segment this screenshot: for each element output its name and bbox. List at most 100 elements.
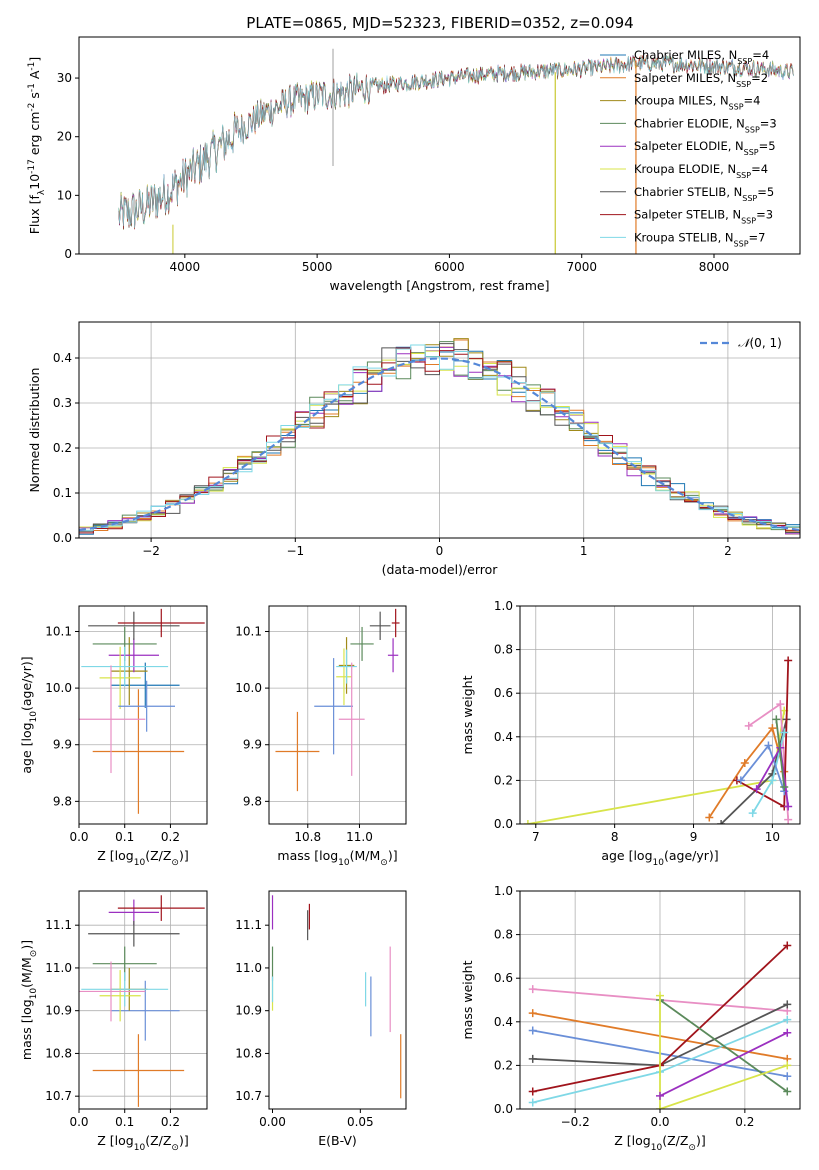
x-tick-label: 2	[724, 544, 732, 558]
x-tick-label: 5000	[302, 260, 333, 274]
errorbar-point	[275, 711, 320, 792]
axes-frame	[268, 890, 407, 1110]
y-axis-label: Normed distribution	[27, 368, 42, 493]
weight-marker	[740, 758, 749, 767]
y-tick-label: 0.0	[494, 817, 513, 831]
y-tick-label: 9.8	[53, 794, 72, 808]
y-tick-label: 11.1	[45, 918, 72, 932]
legend-label: Salpeter ELODIE, NSSP=5	[634, 139, 776, 157]
plot-area	[79, 608, 205, 814]
weight-marker	[748, 809, 757, 818]
plot-mass_vs_Z: 0.0 0.1 0.2 10.7 10.8 10.9 11.0 11.1 Z [log10(Z/…	[19, 890, 208, 1153]
legend-label: Chabrier MILES, NSSP=4	[634, 48, 769, 66]
legend-label: Kroupa MILES, NSSP=4	[634, 94, 760, 112]
y-tick-label: 11.1	[235, 918, 262, 932]
weight-marker	[784, 815, 793, 824]
weight-marker	[764, 741, 773, 750]
plot-spectrum: 4000 5000 6000 7000 8000 0 10 20 30 wavelength [A…	[27, 36, 801, 293]
axes-frame	[519, 605, 801, 825]
plot-mass_vs_ebv: 0.00 0.05 10.7 10.8 10.9 11.0 11.1 E(B-V)	[235, 890, 407, 1148]
y-tick-label: 10.0	[235, 681, 262, 695]
errorbar-point	[350, 626, 374, 661]
y-tick-label: 30	[57, 71, 72, 85]
y-tick-label: 0.2	[53, 441, 72, 455]
y-axis-label: Flux [fλ10-17 erg cm-2 s-1 A-1]	[27, 57, 47, 235]
x-tick-label: 0.0	[650, 1115, 669, 1129]
errorbar-point	[99, 970, 141, 1022]
x-axis-label: Z [log10(Z/Z⊙)]	[97, 848, 188, 868]
x-tick-label: 0.05	[347, 1115, 374, 1129]
weight-marker	[744, 721, 753, 730]
errorbar-point	[314, 658, 354, 755]
errorbar-point	[117, 608, 205, 638]
errorbar-point	[88, 611, 180, 640]
weight-series	[772, 715, 789, 791]
weight-marker	[736, 776, 745, 785]
plot-area	[79, 895, 205, 1107]
x-tick-label: 8	[611, 830, 619, 844]
weight-line	[775, 719, 786, 788]
errorbar-point	[111, 662, 180, 708]
x-tick-label: 0.2	[161, 1115, 180, 1129]
y-tick-label: 10.9	[45, 1004, 72, 1018]
x-tick-label: 0.2	[161, 830, 180, 844]
weight-marker	[784, 802, 793, 811]
weight-line	[659, 999, 788, 1093]
plot-weight_vs_age: 7 8 9 10 0.0 0.2 0.4 0.6 0.8 1.0 age [log10(age/yr…	[460, 599, 801, 868]
weight-marker	[528, 1009, 537, 1018]
x-tick-label: 9	[690, 830, 698, 844]
x-tick-label: 0.1	[115, 1115, 134, 1129]
y-tick-label: 10.0	[45, 681, 72, 695]
y-tick-label: 0.0	[494, 1102, 513, 1116]
weight-marker	[656, 1105, 664, 1109]
y-tick-label: 0.8	[494, 643, 513, 657]
x-axis-label: mass [log10(M/M⊙)]	[277, 848, 397, 868]
legend-label: Chabrier STELIB, NSSP=5	[634, 185, 774, 203]
x-tick-label: 0.2	[735, 1115, 754, 1129]
spectrum-legend: Chabrier MILES, NSSP=4 Salpeter MILES, NS…	[600, 48, 777, 248]
y-tick-label: 11.0	[45, 961, 72, 975]
x-tick-label: −1	[286, 544, 304, 558]
errorbar-point	[117, 895, 205, 921]
weight-marker	[783, 1028, 792, 1037]
x-axis-label: age [log10(age/yr)]	[601, 848, 718, 868]
plot-age_vs_Z: 0.0 0.1 0.2 9.8 9.9 10.0 10.1 Z [log10(Z/Z⊙)] ag…	[19, 605, 208, 868]
weight-marker	[528, 1026, 537, 1035]
weight-marker	[783, 1061, 792, 1070]
weight-marker	[783, 1000, 792, 1009]
x-axis-label: Z [log10(Z/Z⊙)]	[614, 1133, 705, 1153]
plot-area	[79, 338, 800, 535]
axes-frame	[78, 36, 801, 255]
weight-marker	[656, 991, 664, 1000]
x-tick-label: 7000	[566, 260, 597, 274]
x-axis-label: Z [log10(Z/Z⊙)]	[97, 1133, 188, 1153]
x-tick-label: 7	[532, 830, 540, 844]
weight-marker	[528, 985, 537, 994]
plot-age_vs_mass: 10.8 11.0 9.8 9.9 10.0 10.1 mass [log10(M/M⊙)]	[235, 605, 407, 868]
spectrum-model-line	[118, 55, 794, 228]
errorbar-point	[81, 972, 169, 1007]
y-tick-label: 10.9	[235, 1004, 262, 1018]
x-tick-label: 11.0	[346, 830, 373, 844]
x-tick-label: 6000	[434, 260, 465, 274]
weight-marker	[783, 941, 792, 950]
y-tick-label: 10.7	[235, 1089, 262, 1103]
weight-series	[656, 996, 792, 1096]
weight-marker	[768, 776, 777, 785]
plot-area	[528, 941, 792, 1109]
errorbar-point	[391, 608, 400, 638]
plot-area	[523, 656, 793, 824]
y-tick-label: 10	[57, 188, 72, 202]
weight-marker	[783, 1015, 792, 1024]
errorbar-point	[79, 665, 146, 774]
y-axis-label: mass weight	[460, 675, 475, 754]
plot-residual_hist: −2 −1 0 1 2 0.0 0.1 0.2 0.3 0.4 (data-model)/error…	[27, 321, 801, 577]
weight-marker	[783, 1087, 792, 1096]
y-tick-label: 0.6	[494, 686, 513, 700]
axes-frame	[78, 605, 208, 825]
y-tick-label: 9.9	[243, 738, 262, 752]
histogram-step	[79, 344, 800, 531]
x-tick-label: 10.8	[294, 830, 321, 844]
